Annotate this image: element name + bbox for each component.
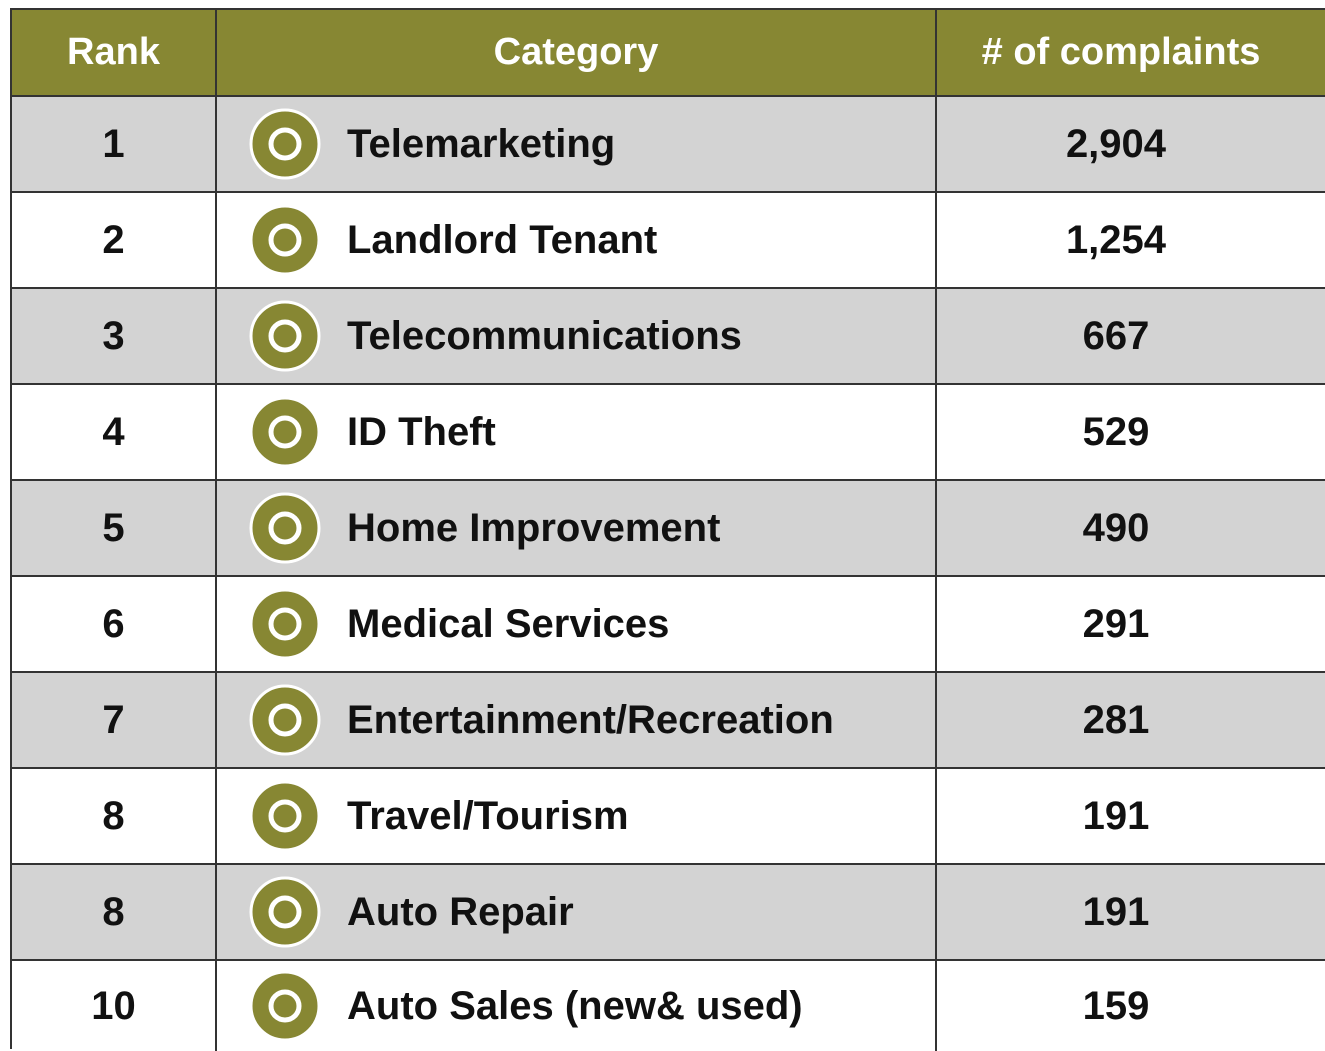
count-cell: 529 [937, 385, 1325, 479]
category-text: Medical Services [347, 601, 670, 646]
category-cell: Home Improvement [217, 481, 937, 575]
rank-cell: 10 [12, 961, 217, 1051]
count-text: 2,904 [1065, 121, 1167, 166]
count-text: 667 [1082, 313, 1150, 358]
count-text: 291 [1082, 601, 1150, 646]
header-cell: Rank [12, 10, 217, 95]
table-row: 3 Telecommunications 667 [12, 289, 1325, 385]
rank-cell: 4 [12, 385, 217, 479]
complaints-table: Rank Category # of complaints 1 Telemarketin… [10, 8, 1325, 1051]
category-text: Auto Sales (new& used) [347, 983, 803, 1028]
category-icon [249, 588, 321, 660]
category-cell: Telecommunications [217, 289, 937, 383]
category-cell: ID Theft [217, 385, 937, 479]
table-row: 2 Landlord Tenant 1,254 [12, 193, 1325, 289]
count-cell: 291 [937, 577, 1325, 671]
category-text: Auto Repair [347, 889, 574, 934]
category-icon [249, 108, 321, 180]
header-cell: # of complaints [937, 10, 1325, 95]
rank-cell: 8 [12, 865, 217, 959]
count-text: 1,254 [1065, 217, 1167, 262]
count-cell: 191 [937, 865, 1325, 959]
rank-text: 8 [102, 889, 125, 934]
category-cell: Auto Repair [217, 865, 937, 959]
header-text: # of complaints [981, 31, 1261, 73]
rank-cell: 2 [12, 193, 217, 287]
header-text: Rank [67, 31, 160, 73]
count-text: 490 [1082, 505, 1150, 550]
rank-cell: 7 [12, 673, 217, 767]
category-icon [249, 780, 321, 852]
category-text: Home Improvement [347, 505, 721, 550]
table-row: 1 Telemarketing 2,904 [12, 97, 1325, 193]
category-text: Telemarketing [347, 121, 616, 166]
table-row: 8 Auto Repair 191 [12, 865, 1325, 961]
rank-text: 3 [102, 313, 125, 358]
count-cell: 159 [937, 961, 1325, 1051]
category-icon [249, 396, 321, 468]
category-cell: Medical Services [217, 577, 937, 671]
rank-cell: 5 [12, 481, 217, 575]
table-row: 8 Travel/Tourism 191 [12, 769, 1325, 865]
count-cell: 490 [937, 481, 1325, 575]
rank-text: 1 [102, 121, 125, 166]
category-cell: Entertainment/Recreation [217, 673, 937, 767]
count-text: 191 [1082, 889, 1150, 934]
count-text: 529 [1082, 409, 1150, 454]
table-row: 5 Home Improvement 490 [12, 481, 1325, 577]
count-cell: 281 [937, 673, 1325, 767]
category-text: ID Theft [347, 409, 496, 454]
category-text: Telecommunications [347, 313, 742, 358]
count-cell: 191 [937, 769, 1325, 863]
category-icon [249, 876, 321, 948]
count-text: 191 [1082, 793, 1150, 838]
category-text: Landlord Tenant [347, 217, 658, 262]
header-row: Rank Category # of complaints [12, 10, 1325, 97]
table-row: 6 Medical Services 291 [12, 577, 1325, 673]
category-icon [249, 204, 321, 276]
rank-text: 6 [102, 601, 125, 646]
count-cell: 667 [937, 289, 1325, 383]
rank-text: 7 [102, 697, 125, 742]
count-cell: 2,904 [937, 97, 1325, 191]
table-row: 4 ID Theft 529 [12, 385, 1325, 481]
rank-cell: 3 [12, 289, 217, 383]
count-text: 281 [1082, 697, 1150, 742]
rank-cell: 8 [12, 769, 217, 863]
rank-text: 5 [102, 505, 125, 550]
category-icon [249, 492, 321, 564]
category-cell: Telemarketing [217, 97, 937, 191]
category-cell: Auto Sales (new& used) [217, 961, 937, 1051]
rank-text: 4 [102, 409, 125, 454]
rank-text: 8 [102, 793, 125, 838]
rank-cell: 1 [12, 97, 217, 191]
category-cell: Travel/Tourism [217, 769, 937, 863]
count-text: 159 [1082, 983, 1150, 1028]
category-icon [249, 684, 321, 756]
table-row: 10 Auto Sales (new& used) 159 [12, 961, 1325, 1051]
category-icon [249, 300, 321, 372]
category-icon [249, 970, 321, 1042]
count-cell: 1,254 [937, 193, 1325, 287]
category-text: Travel/Tourism [347, 793, 629, 838]
rank-cell: 6 [12, 577, 217, 671]
rank-text: 10 [91, 983, 136, 1028]
category-text: Entertainment/Recreation [347, 697, 834, 742]
table-row: 7 Entertainment/Recreation 281 [12, 673, 1325, 769]
rank-text: 2 [102, 217, 125, 262]
header-text: Category [493, 31, 659, 73]
category-cell: Landlord Tenant [217, 193, 937, 287]
header-cell: Category [217, 10, 937, 95]
